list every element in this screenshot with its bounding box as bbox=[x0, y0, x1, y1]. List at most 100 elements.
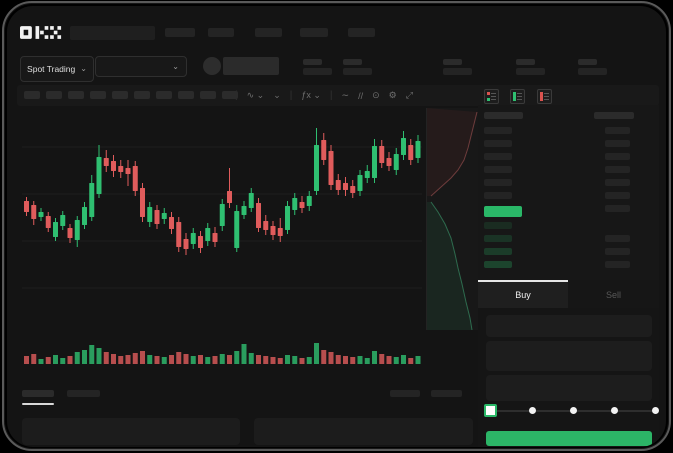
price-field[interactable] bbox=[486, 315, 652, 337]
timeframe-button-10[interactable] bbox=[222, 91, 238, 99]
bottom-input-right[interactable] bbox=[254, 418, 473, 445]
market-type-selector[interactable]: Spot Trading ⌄ bbox=[20, 56, 94, 82]
bottom-link-1[interactable] bbox=[390, 390, 420, 397]
ask-row-amount bbox=[605, 127, 630, 134]
volume-bar bbox=[205, 357, 211, 364]
buy-submit-button[interactable] bbox=[486, 431, 652, 446]
volume-bar bbox=[82, 350, 87, 364]
total-field[interactable] bbox=[486, 375, 652, 401]
indicators-icon[interactable]: ƒx ⌄ bbox=[301, 90, 321, 100]
candlestick bbox=[277, 228, 283, 236]
nav-item-5[interactable] bbox=[348, 28, 375, 37]
candlestick bbox=[183, 239, 189, 249]
stat-2-label-placeholder bbox=[343, 59, 362, 65]
last-price-badge bbox=[484, 206, 522, 217]
asks-only-icon[interactable] bbox=[536, 89, 552, 104]
volume-bar bbox=[350, 357, 356, 364]
volume-bar bbox=[96, 348, 102, 364]
bid-row-price bbox=[484, 248, 512, 255]
toolbar-divider: | bbox=[289, 90, 293, 101]
volume-bar bbox=[31, 354, 37, 364]
slider-stop-dot[interactable] bbox=[611, 407, 618, 414]
volume-bar bbox=[234, 351, 240, 364]
slider-stop-dot[interactable] bbox=[570, 407, 577, 414]
bid-row-amount bbox=[605, 261, 630, 268]
candlestick bbox=[89, 183, 95, 217]
candlestick bbox=[343, 183, 348, 190]
timeframe-button-4[interactable] bbox=[90, 91, 106, 99]
timeframe-button-2[interactable] bbox=[46, 91, 62, 99]
drawing-tools-icon[interactable]: // bbox=[358, 90, 364, 101]
ask-row-price bbox=[484, 179, 512, 186]
bottom-tab-2[interactable] bbox=[67, 390, 100, 397]
candlestick bbox=[190, 233, 196, 244]
candlestick-chart[interactable] bbox=[22, 108, 422, 366]
amount-slider-handle[interactable] bbox=[484, 404, 497, 417]
bids-only-icon[interactable] bbox=[510, 89, 526, 104]
timeframe-button-6[interactable] bbox=[134, 91, 150, 99]
stat-4-value-placeholder bbox=[516, 68, 545, 75]
candlestick bbox=[321, 140, 327, 160]
fullscreen-icon[interactable]: ⤢ bbox=[405, 90, 413, 100]
chart-style-icon[interactable]: ∿ ⌄ bbox=[246, 90, 265, 100]
amount-field[interactable] bbox=[486, 341, 652, 371]
ask-row-amount bbox=[605, 166, 630, 173]
candlestick bbox=[24, 201, 29, 212]
volume-bar bbox=[125, 355, 131, 364]
combined-book-icon[interactable] bbox=[484, 89, 499, 104]
ask-row-amount bbox=[605, 140, 630, 147]
orderbook-view-toggle bbox=[484, 89, 559, 104]
ask-row-amount bbox=[605, 179, 630, 186]
ask-row-price bbox=[484, 153, 512, 160]
nav-item-4[interactable] bbox=[300, 28, 328, 37]
line-tool-icon[interactable]: ∼ bbox=[341, 90, 350, 100]
candlestick bbox=[132, 166, 138, 191]
volume-bar bbox=[118, 356, 124, 364]
screenshot-icon[interactable]: ⊙ bbox=[372, 90, 380, 100]
timeframe-button-8[interactable] bbox=[178, 91, 194, 99]
nav-item-3[interactable] bbox=[255, 28, 282, 37]
bottom-tab-active[interactable] bbox=[22, 390, 54, 397]
timeframe-button-3[interactable] bbox=[68, 91, 84, 99]
pair-selector-dropdown[interactable]: ⌄ bbox=[95, 56, 187, 77]
volume-bar bbox=[306, 357, 312, 364]
candlestick bbox=[227, 191, 232, 203]
candlestick bbox=[198, 236, 203, 248]
volume-bar bbox=[285, 355, 290, 364]
volume-bar bbox=[161, 357, 167, 364]
nav-item-2[interactable] bbox=[208, 28, 234, 37]
volume-bar bbox=[45, 357, 51, 364]
timeframe-button-9[interactable] bbox=[200, 91, 216, 99]
interval-dropdown-icon[interactable]: ⌄ bbox=[273, 90, 281, 100]
stat-5-label-placeholder bbox=[578, 59, 597, 65]
volume-bar bbox=[169, 355, 174, 364]
slider-stop-dot[interactable] bbox=[529, 407, 536, 414]
volume-bar bbox=[335, 355, 341, 364]
candlestick bbox=[292, 198, 298, 210]
candlestick bbox=[111, 161, 116, 171]
tab-buy[interactable]: Buy bbox=[478, 280, 568, 310]
bid-row-price bbox=[484, 261, 512, 268]
nav-item-1[interactable] bbox=[165, 28, 195, 37]
ask-row-amount bbox=[605, 205, 630, 212]
slider-stop-dot[interactable] bbox=[652, 407, 659, 414]
orderbook-trade-panel: Buy Sell bbox=[478, 105, 659, 447]
book-header-left-placeholder bbox=[484, 112, 523, 119]
bottom-link-2[interactable] bbox=[431, 390, 462, 397]
bottom-input-left[interactable] bbox=[22, 418, 240, 445]
candlestick bbox=[205, 228, 211, 241]
timeframe-button-7[interactable] bbox=[156, 91, 172, 99]
global-search-placeholder[interactable] bbox=[70, 26, 155, 40]
tab-sell[interactable]: Sell bbox=[568, 280, 659, 310]
volume-bar bbox=[154, 356, 160, 364]
volume-bar bbox=[227, 355, 232, 364]
stat-3-value-placeholder bbox=[443, 68, 472, 75]
volume-bar bbox=[241, 344, 247, 364]
candlestick bbox=[140, 188, 145, 217]
timeframe-button-1[interactable] bbox=[24, 91, 40, 99]
settings-icon[interactable]: ⚙ bbox=[388, 90, 397, 100]
volume-bar bbox=[89, 345, 95, 364]
candlestick bbox=[314, 145, 319, 191]
candlestick bbox=[357, 175, 363, 191]
timeframe-button-5[interactable] bbox=[112, 91, 128, 99]
